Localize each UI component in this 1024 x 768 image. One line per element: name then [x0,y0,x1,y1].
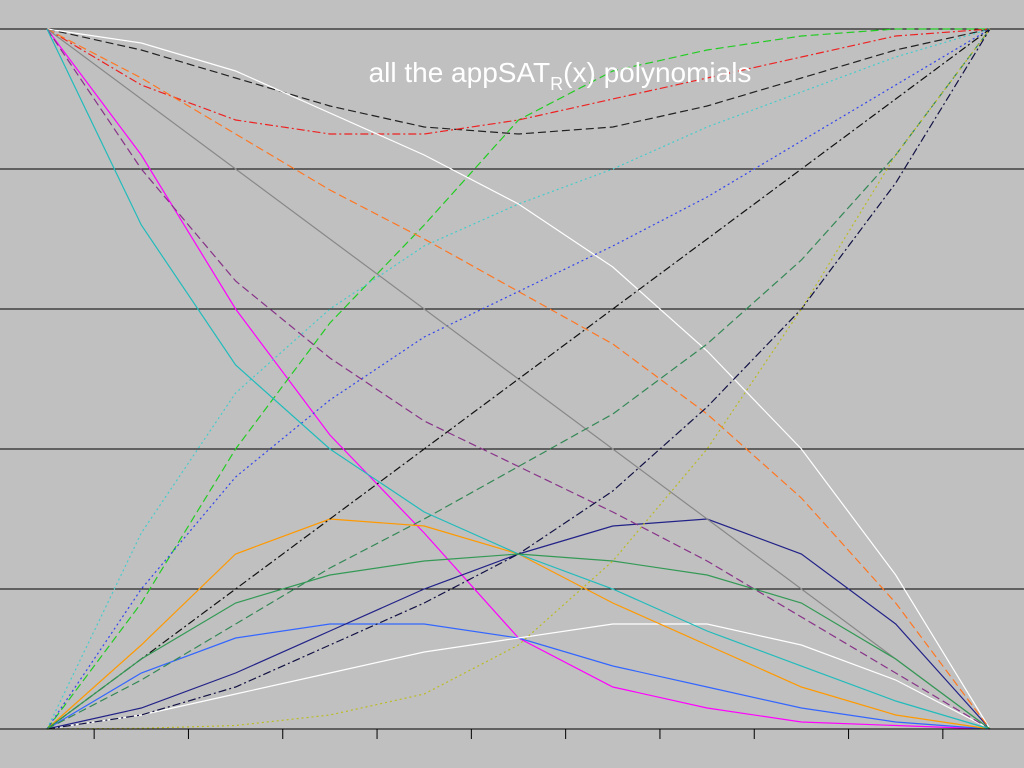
x-ticks [93,729,944,739]
series-line [46,28,991,135]
chart-title: all the appSATR(x) polynomials [369,57,752,94]
series-line [46,28,991,730]
series-line [46,28,991,730]
series-line [46,28,991,730]
series-line [46,28,991,730]
series-line [46,553,991,730]
series-line [46,28,991,730]
series-line [46,623,991,730]
series-line [46,28,991,730]
series-line [46,28,991,730]
title-subscript: R [550,74,563,94]
series-line [46,28,991,730]
title-main: all the appSAT [369,57,551,88]
title-rest: (x) polynomials [563,57,751,88]
series-line [46,28,991,730]
lines [46,28,991,730]
series-line [46,28,991,135]
series-line [46,28,990,730]
